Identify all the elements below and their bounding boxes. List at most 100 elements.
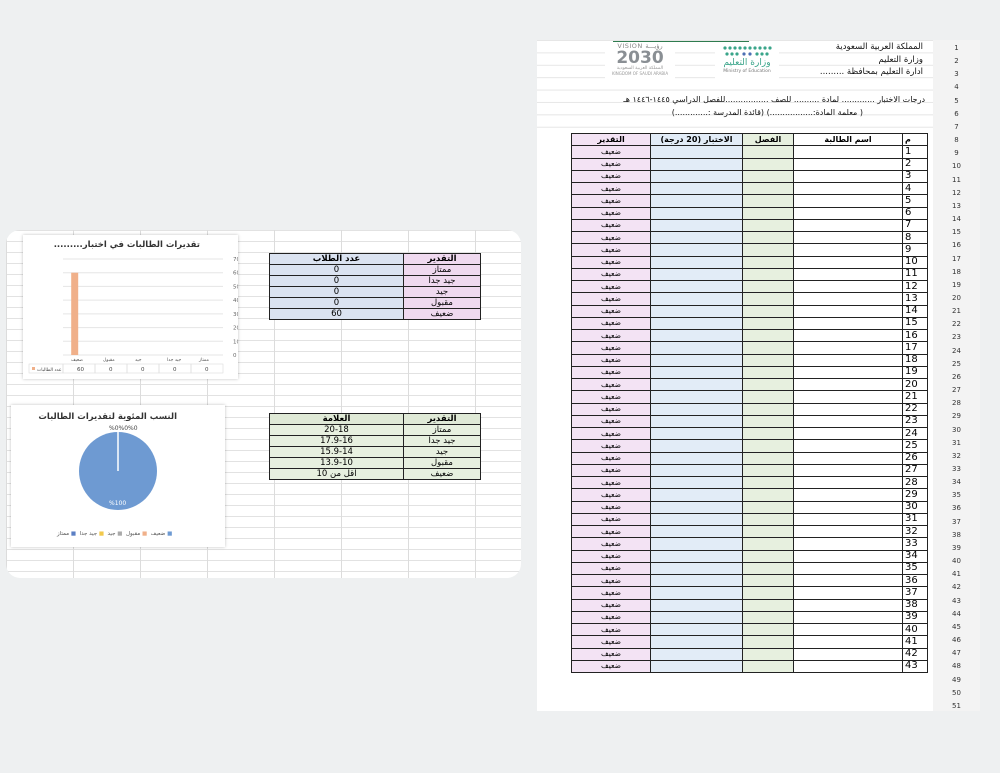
grade-cell[interactable]: ضعيف	[571, 414, 651, 429]
grade-cell[interactable]: ضعيف	[403, 468, 481, 480]
class-cell[interactable]	[742, 647, 794, 661]
test-score-cell[interactable]	[650, 365, 743, 380]
sheet-row-number[interactable]: 44	[952, 609, 961, 618]
grade-cell[interactable]: ضعيف	[571, 181, 651, 196]
sheet-row-number[interactable]: 30	[952, 425, 961, 434]
grade-cell[interactable]: جيد	[403, 286, 481, 298]
grade-cell[interactable]: ضعيف	[571, 622, 651, 637]
student-name-cell[interactable]	[793, 561, 903, 576]
sheet-row-number[interactable]: 34	[952, 478, 961, 487]
class-cell[interactable]	[742, 561, 794, 576]
class-cell[interactable]	[742, 635, 794, 649]
grade-cell[interactable]: ضعيف	[571, 365, 651, 380]
count-cell[interactable]: 0	[269, 275, 404, 287]
range-cell[interactable]: اقل من 10	[269, 468, 404, 480]
grade-cell[interactable]: مقبول	[403, 457, 481, 469]
student-name-cell[interactable]	[793, 353, 903, 367]
test-score-cell[interactable]	[650, 157, 743, 171]
grade-cell[interactable]: ضعيف	[571, 279, 651, 294]
grade-cell[interactable]: ضعيف	[571, 659, 651, 674]
sheet-row-number[interactable]: 16	[952, 241, 961, 250]
class-cell[interactable]	[742, 292, 794, 306]
sheet-row-number[interactable]: 32	[952, 451, 961, 460]
student-name-cell[interactable]	[793, 610, 903, 625]
sheet-row-number[interactable]: 12	[952, 188, 961, 197]
test-score-cell[interactable]	[650, 230, 743, 245]
class-cell[interactable]	[742, 279, 794, 294]
student-name-cell[interactable]	[793, 365, 903, 380]
sheet-row-number[interactable]: 35	[952, 491, 961, 500]
student-name-cell[interactable]	[793, 316, 903, 331]
grade-cell[interactable]: ضعيف	[403, 308, 481, 320]
test-score-cell[interactable]	[650, 341, 743, 355]
grade-cell[interactable]: ضعيف	[571, 463, 651, 478]
test-score-cell[interactable]	[650, 500, 743, 514]
test-score-cell[interactable]	[650, 451, 743, 465]
test-score-cell[interactable]	[650, 390, 743, 404]
sheet-row-number[interactable]: 26	[952, 372, 961, 381]
student-name-cell[interactable]	[793, 549, 903, 563]
sheet-row-number[interactable]: 42	[952, 583, 961, 592]
class-cell[interactable]	[742, 586, 794, 600]
test-score-cell[interactable]	[650, 512, 743, 527]
sheet-row-number[interactable]: 14	[952, 215, 961, 224]
class-cell[interactable]	[742, 218, 794, 233]
grade-cell[interactable]: ضعيف	[571, 537, 651, 551]
sheet-row-number[interactable]: 8	[954, 136, 959, 145]
test-score-cell[interactable]	[650, 292, 743, 306]
test-score-cell[interactable]	[650, 610, 743, 625]
sheet-row-number[interactable]: 13	[952, 201, 961, 210]
student-name-cell[interactable]	[793, 390, 903, 404]
class-cell[interactable]	[742, 145, 794, 159]
sheet-row-number[interactable]: 25	[952, 359, 961, 368]
class-cell[interactable]	[742, 255, 794, 269]
class-cell[interactable]	[742, 512, 794, 527]
grade-cell[interactable]: ضعيف	[571, 426, 651, 441]
student-name-cell[interactable]	[793, 426, 903, 441]
test-score-cell[interactable]	[650, 573, 743, 588]
student-name-cell[interactable]	[793, 647, 903, 661]
grade-cell[interactable]: ضعيف	[571, 194, 651, 208]
sheet-row-number[interactable]: 48	[952, 662, 961, 671]
student-name-cell[interactable]	[793, 537, 903, 551]
sheet-row-number[interactable]: 7	[954, 122, 959, 131]
class-cell[interactable]	[742, 598, 794, 612]
test-score-cell[interactable]	[650, 255, 743, 269]
class-cell[interactable]	[742, 439, 794, 453]
grade-cell[interactable]: ضعيف	[571, 353, 651, 367]
grade-cell[interactable]: ممتاز	[403, 424, 481, 436]
student-name-cell[interactable]	[793, 328, 903, 343]
student-name-cell[interactable]	[793, 377, 903, 392]
class-cell[interactable]	[742, 328, 794, 343]
test-score-cell[interactable]	[650, 377, 743, 392]
sheet-row-number[interactable]: 36	[952, 504, 961, 513]
sheet-row-number[interactable]: 2	[954, 57, 959, 66]
class-cell[interactable]	[742, 414, 794, 429]
class-cell[interactable]	[742, 524, 794, 539]
sheet-row-number[interactable]: 1	[954, 44, 959, 52]
test-score-cell[interactable]	[650, 561, 743, 576]
grade-cell[interactable]: ضعيف	[571, 267, 651, 282]
student-name-cell[interactable]	[793, 279, 903, 294]
test-score-cell[interactable]	[650, 316, 743, 331]
sheet-row-number[interactable]: 5	[954, 96, 959, 105]
student-name-cell[interactable]	[793, 659, 903, 674]
grade-cell[interactable]: ضعيف	[571, 377, 651, 392]
sheet-row-number[interactable]: 51	[952, 701, 961, 710]
student-name-cell[interactable]	[793, 194, 903, 208]
grade-cell[interactable]: ضعيف	[571, 439, 651, 453]
count-cell[interactable]: 0	[269, 264, 404, 276]
grade-cell[interactable]: ضعيف	[571, 402, 651, 416]
test-score-cell[interactable]	[650, 206, 743, 220]
student-name-cell[interactable]	[793, 598, 903, 612]
class-cell[interactable]	[742, 243, 794, 257]
student-name-cell[interactable]	[793, 304, 903, 318]
grade-cell[interactable]: ضعيف	[571, 328, 651, 343]
grade-cell[interactable]: ضعيف	[571, 292, 651, 306]
test-score-cell[interactable]	[650, 243, 743, 257]
test-score-cell[interactable]	[650, 353, 743, 367]
test-score-cell[interactable]	[650, 402, 743, 416]
class-cell[interactable]	[742, 353, 794, 367]
sheet-row-number[interactable]: 49	[952, 675, 961, 684]
student-name-cell[interactable]	[793, 145, 903, 159]
